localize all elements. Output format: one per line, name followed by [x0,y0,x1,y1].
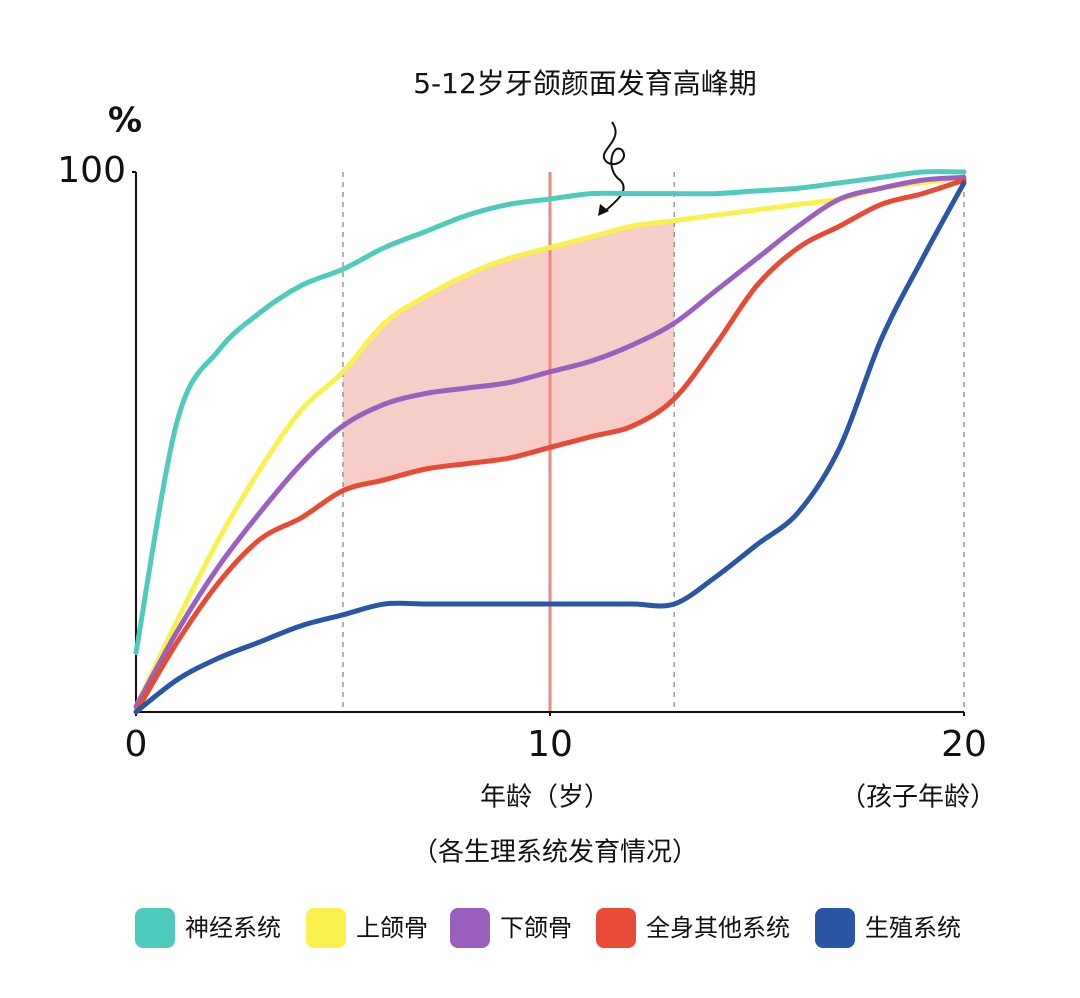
series-line [133,174,967,710]
legend-swatch [135,908,175,948]
legend-label: 全身其他系统 [646,914,790,942]
series-line [133,180,967,715]
series-line [133,177,967,715]
legend-swatch [306,908,346,948]
y-axis-label: % [108,101,142,141]
series-line [133,169,967,656]
x-tick-label: 10 [527,724,573,765]
x-axis-label-right: （孩子年龄） [840,783,996,813]
legend-label: 上颌骨 [356,914,428,942]
x-tick-label: 20 [941,724,987,765]
annotation: 5-12岁牙颌颜面发育高峰期 [413,67,757,100]
x-tick-label: 0 [125,724,148,765]
legend-swatch [450,908,490,948]
y-tick-label: 100 [57,150,126,191]
legend-label: 生殖系统 [865,914,961,942]
shaded-region [343,220,675,491]
legend-label: 神经系统 [185,914,281,942]
caption: （各生理系统发育情况） [412,838,698,868]
legend-swatch [596,908,636,948]
annotation-arrow [602,121,625,213]
arrow-head [598,204,609,216]
legend-swatch [815,908,855,948]
series-line [133,174,967,710]
x-axis-label: 年龄（岁） [480,783,610,813]
legend-label: 下颌骨 [500,914,572,942]
